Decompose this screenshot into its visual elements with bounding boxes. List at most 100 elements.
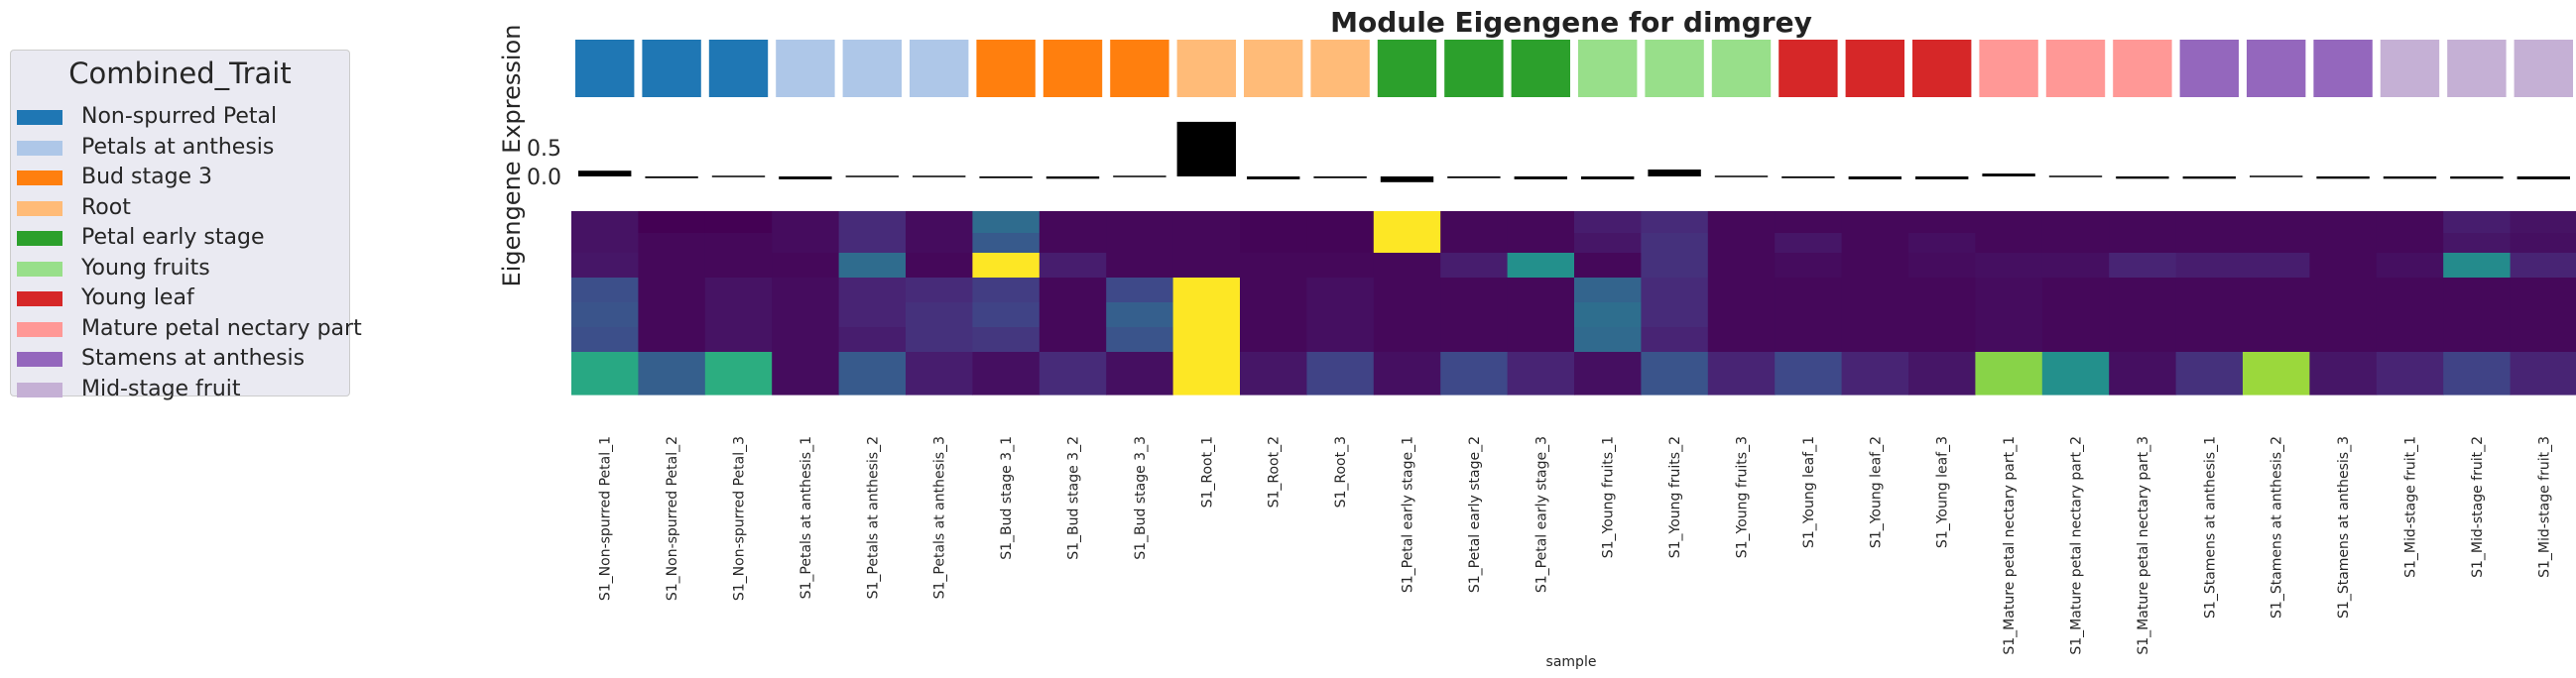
eigengene-bar	[2182, 176, 2236, 179]
eigengene-bar	[1176, 121, 1236, 176]
trait-color-cell	[1377, 40, 1437, 97]
x-tick-label: S1_Young fruits_1	[1601, 436, 1617, 558]
eigengene-bar	[979, 176, 1033, 178]
x-tick-label: S1_Stamens at anthesis_3	[2336, 436, 2352, 619]
heatmap-cell	[1306, 233, 1375, 254]
x-tick-label: S1_Bud stage 3_2	[1066, 436, 1082, 560]
heatmap-cell	[2109, 233, 2177, 254]
heatmap-cell	[704, 233, 773, 254]
eigengene-bar	[2250, 175, 2303, 177]
heatmap-cell	[1106, 327, 1174, 353]
heatmap-cell	[972, 233, 1041, 254]
heatmap-cell	[1574, 352, 1642, 396]
heatmap-cell	[1574, 327, 1642, 353]
legend-swatch	[17, 261, 62, 277]
heatmap-cell	[838, 327, 907, 353]
heatmap-cell	[772, 302, 840, 328]
x-tick-label: S1_Petal early stage_3	[1533, 436, 1549, 593]
heatmap-cell	[1574, 253, 1642, 279]
eigengene-bar	[1982, 173, 2035, 176]
heatmap-cell	[1507, 278, 1575, 303]
x-tick-label: S1_Stamens at anthesis_1	[2202, 436, 2218, 619]
heatmap-cell	[906, 211, 973, 234]
eigengene-bar	[1514, 176, 1567, 179]
trait-color-cell	[2247, 40, 2306, 97]
heatmap-cell	[1440, 233, 1509, 254]
heatmap-cell	[1440, 352, 1509, 396]
x-tick-label: S1_Young leaf_1	[1801, 436, 1817, 548]
x-tick-label: S1_Petal early stage_1	[1401, 436, 1416, 593]
trait-color-cell	[1310, 40, 1370, 97]
eigengene-bar	[2048, 175, 2103, 177]
legend-label: Bud stage 3	[81, 165, 213, 189]
legend-swatch	[17, 110, 62, 125]
x-tick-label: S1_Root_2	[1267, 436, 1283, 508]
heatmap-cell	[2309, 302, 2378, 328]
heatmap-cell	[2309, 233, 2378, 254]
eigengene-bar	[1581, 176, 1635, 179]
heatmap-cell	[1172, 278, 1241, 303]
heatmap-cell	[1106, 211, 1174, 234]
legend-label: Stamens at anthesis	[81, 346, 306, 371]
heatmap-cell	[1507, 352, 1575, 396]
heatmap-cell	[1440, 253, 1509, 279]
heatmap-cell	[2109, 278, 2177, 303]
y-tick-label: 0.5	[527, 137, 561, 162]
eigengene-bar	[1247, 176, 1300, 179]
heatmap-cell	[704, 253, 773, 279]
heatmap-cell	[838, 302, 907, 328]
heatmap-cell	[1306, 253, 1375, 279]
eigengene-bar	[1915, 176, 1969, 179]
heatmap-cell	[571, 211, 639, 234]
heatmap-cell	[704, 352, 773, 396]
heatmap-cell	[1373, 233, 1441, 254]
heatmap-cell	[1172, 253, 1241, 279]
heatmap-cell	[1641, 352, 1709, 396]
heatmap-cell	[1373, 211, 1441, 234]
trait-color-cell	[1176, 40, 1236, 97]
x-tick-label: S1_Non-spurred Petal_3	[732, 436, 748, 601]
heatmap-cell	[1841, 211, 1909, 234]
heatmap-cell	[1707, 352, 1776, 396]
eigengene-bar	[578, 170, 632, 176]
heatmap-cell	[1841, 233, 1909, 254]
x-tick-label: S1_Mid-stage fruit_3	[2536, 436, 2552, 578]
heatmap-cell	[2243, 211, 2310, 234]
heatmap-cell	[2243, 233, 2310, 254]
eigengene-bar	[1380, 176, 1434, 182]
heatmap-cell	[1641, 253, 1709, 279]
heatmap-cell	[2376, 352, 2444, 396]
expression-heatmap	[571, 211, 2576, 396]
heatmap-cell	[704, 211, 773, 234]
heatmap-cell	[2041, 278, 2110, 303]
trait-color-cell	[776, 40, 835, 97]
x-tick-label: S1_Root_3	[1333, 436, 1349, 508]
heatmap-cell	[2309, 352, 2378, 396]
heatmap-cell	[2443, 233, 2512, 254]
heatmap-cell	[638, 352, 706, 396]
heatmap-cell	[1172, 233, 1241, 254]
trait-color-cell	[1979, 40, 2038, 97]
heatmap-cell	[1106, 352, 1174, 396]
eigengene-bar	[1648, 170, 1701, 176]
heatmap-cell	[1373, 327, 1441, 353]
heatmap-cell	[1240, 233, 1307, 254]
eigengene-bar	[779, 176, 832, 179]
x-axis-label: sample	[1546, 654, 1597, 670]
heatmap-cell	[1908, 278, 1976, 303]
heatmap-cell	[2510, 253, 2576, 279]
x-tick-label: S1_Young fruits_2	[1667, 436, 1683, 558]
eigengene-bar	[1313, 176, 1367, 178]
heatmap-cell	[1841, 327, 1909, 353]
x-tick-label: S1_Non-spurred Petal_1	[598, 436, 614, 601]
heatmap-cell	[1106, 253, 1174, 279]
heatmap-cell	[571, 233, 639, 254]
heatmap-cell	[772, 278, 840, 303]
heatmap-cell	[1775, 253, 1843, 279]
heatmap-cell	[2175, 253, 2244, 279]
heatmap-cell	[1841, 278, 1909, 303]
trait-color-cell	[1110, 40, 1169, 97]
heatmap-cell	[1507, 233, 1575, 254]
trait-color-cell	[1912, 40, 1972, 97]
y-axis-label: Eigengene Expression	[498, 25, 526, 287]
